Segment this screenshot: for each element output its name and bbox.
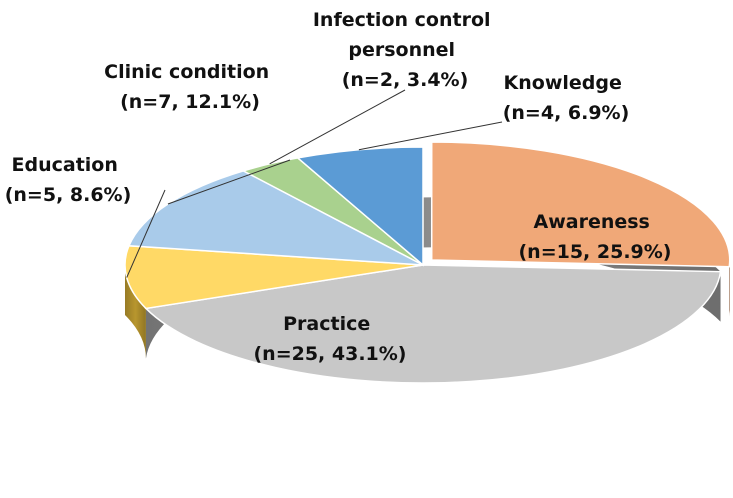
label-awareness-value: (n=15, 25.9%) bbox=[518, 241, 671, 263]
leader-line-clinic-condition bbox=[167, 159, 291, 205]
label-education: Education (n=5, 8.6%) bbox=[5, 154, 132, 206]
pie-tops bbox=[124, 141, 731, 384]
label-clinic-condition-name: Clinic condition bbox=[104, 61, 269, 83]
label-infection-control-line2: personnel bbox=[348, 39, 455, 61]
label-infection-control-value: (n=2, 3.4%) bbox=[342, 69, 469, 91]
label-practice: Practice (n=25, 43.1%) bbox=[253, 313, 406, 365]
leader-line-knowledge bbox=[358, 121, 503, 151]
label-education-value: (n=5, 8.6%) bbox=[5, 184, 132, 206]
leader-lines bbox=[126, 89, 503, 278]
pie-slice-awareness bbox=[430, 141, 731, 268]
leader-line-education bbox=[126, 189, 166, 278]
label-knowledge-name: Knowledge bbox=[504, 72, 622, 94]
label-education-name: Education bbox=[12, 154, 118, 176]
label-awareness-name: Awareness bbox=[534, 211, 650, 233]
label-practice-name: Practice bbox=[283, 313, 370, 335]
label-practice-value: (n=25, 43.1%) bbox=[253, 343, 406, 365]
label-infection-control: Infection control personnel (n=2, 3.4%) bbox=[313, 9, 497, 91]
label-knowledge-value: (n=4, 6.9%) bbox=[503, 102, 630, 124]
label-awareness: Awareness (n=15, 25.9%) bbox=[518, 211, 671, 263]
label-infection-control-line1: Infection control bbox=[313, 9, 491, 31]
label-clinic-condition: Clinic condition (n=7, 12.1%) bbox=[104, 61, 276, 113]
label-clinic-condition-value: (n=7, 12.1%) bbox=[120, 91, 260, 113]
pie-slice-education bbox=[124, 245, 424, 310]
pie-slice-practice bbox=[144, 264, 722, 384]
leader-line-infection-control-personnel bbox=[269, 89, 406, 165]
label-knowledge: Knowledge (n=4, 6.9%) bbox=[503, 72, 630, 124]
